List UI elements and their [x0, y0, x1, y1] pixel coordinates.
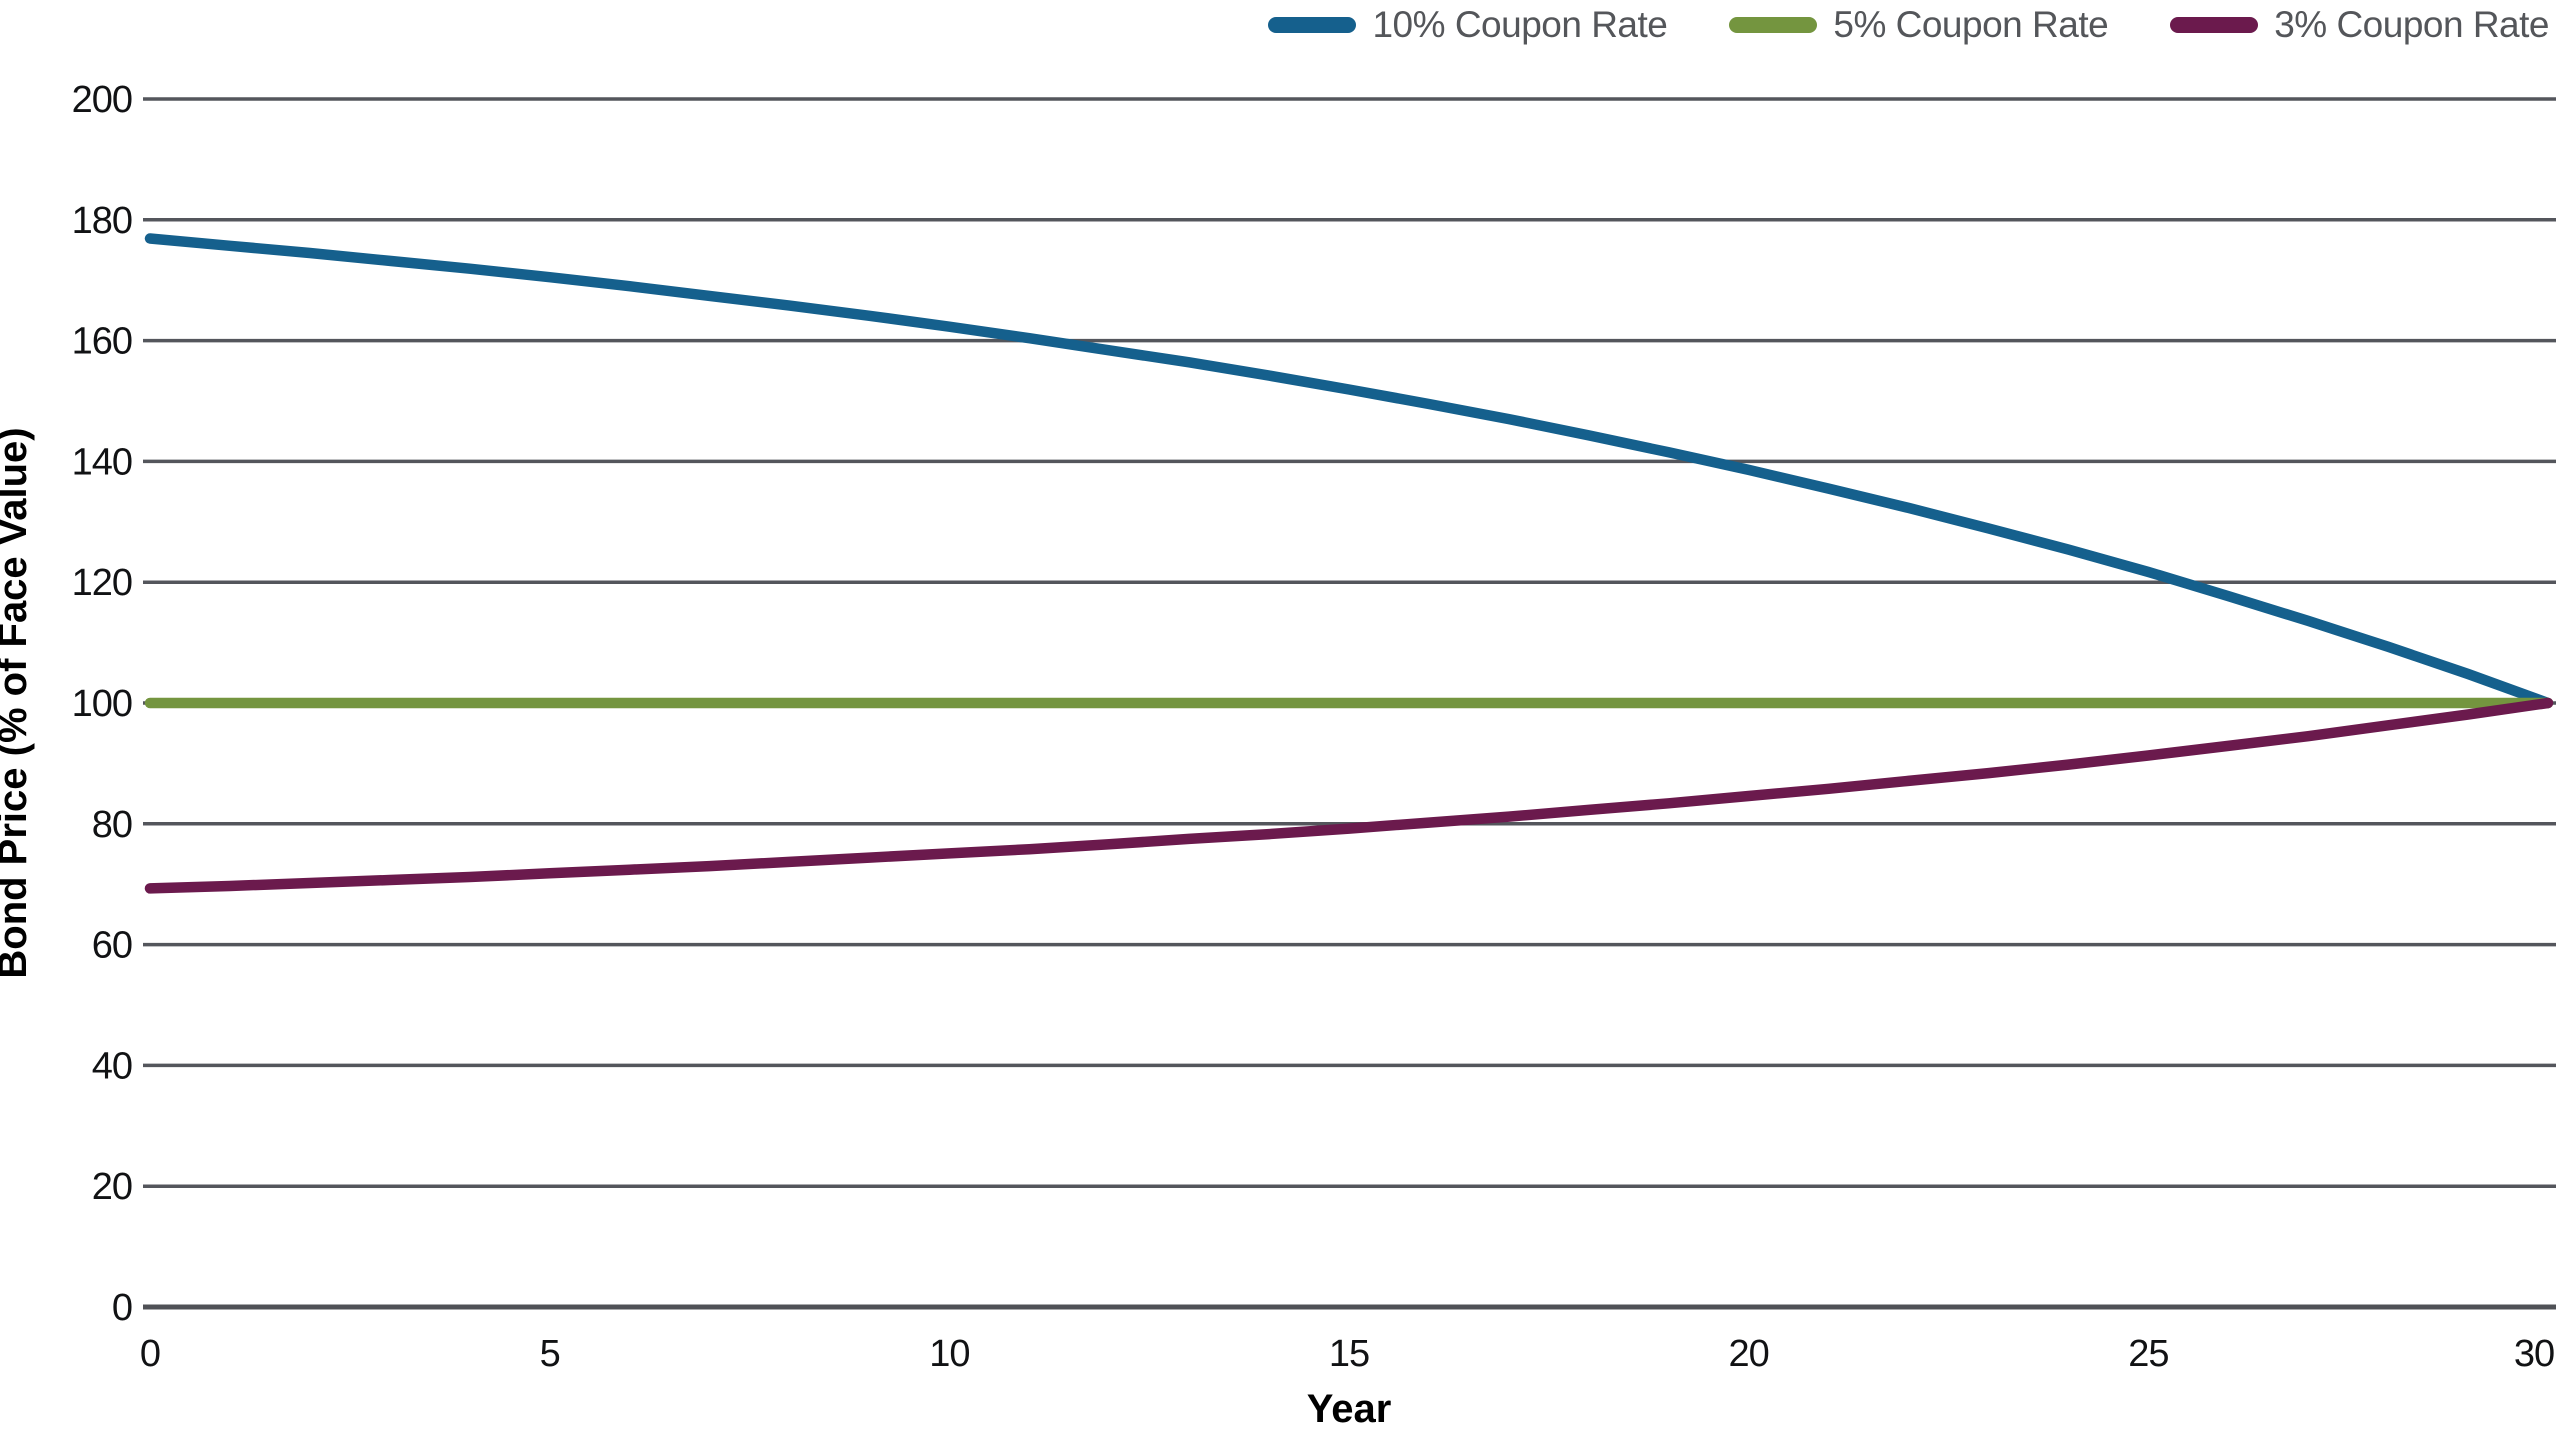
x-tick-label-20: 20: [1729, 1333, 1769, 1375]
x-tick-label-25: 25: [2128, 1333, 2168, 1375]
x-axis-title: Year: [1307, 1387, 1392, 1431]
x-tick-label-30: 30: [2514, 1333, 2554, 1375]
legend-item-10-coupon-rate: 10% Coupon Rate: [1268, 4, 1668, 46]
legend-label: 10% Coupon Rate: [1372, 4, 1668, 45]
y-tick-label-20: 20: [92, 1166, 132, 1208]
series-line-10-coupon-rate: [144, 233, 2554, 709]
y-tick-label-0: 0: [112, 1287, 132, 1329]
x-tick-label-5: 5: [540, 1333, 560, 1375]
y-tick-label-120: 120: [72, 562, 132, 604]
legend-item-5-coupon-rate: 5% Coupon Rate: [1729, 4, 2109, 46]
legend-label: 3% Coupon Rate: [2274, 4, 2549, 45]
series-line-3-coupon-rate: [144, 697, 2554, 894]
series-lines-group: [144, 233, 2554, 894]
x-tick-label-10: 10: [929, 1333, 969, 1375]
chart-legend: 10% Coupon Rate 5% Coupon Rate 3% Coupon R…: [1268, 2, 2549, 48]
y-tick-label-80: 80: [92, 804, 132, 846]
y-axis-title: Bond Price (% of Face Value): [0, 427, 35, 978]
y-tick-label-140: 140: [72, 441, 132, 483]
legend-swatch-icon: [2170, 17, 2259, 33]
y-tick-label-100: 100: [72, 683, 132, 725]
legend-label: 5% Coupon Rate: [1833, 4, 2109, 45]
tick-labels-group: 0 20 40 60 80 100 120 140 160 180 200 0 5 10 15 20 25 30: [72, 79, 2556, 1375]
y-tick-label-180: 180: [72, 200, 132, 242]
x-tick-label-15: 15: [1329, 1333, 1369, 1375]
y-tick-label-160: 160: [72, 321, 132, 363]
legend-swatch-icon: [1268, 17, 1357, 33]
legend-item-3-coupon-rate: 3% Coupon Rate: [2170, 4, 2549, 46]
y-tick-label-60: 60: [92, 925, 132, 967]
y-tick-label-200: 200: [72, 79, 132, 121]
y-tick-label-40: 40: [92, 1045, 132, 1087]
legend-swatch-icon: [1729, 17, 1818, 33]
x-tick-label-0: 0: [140, 1333, 160, 1375]
